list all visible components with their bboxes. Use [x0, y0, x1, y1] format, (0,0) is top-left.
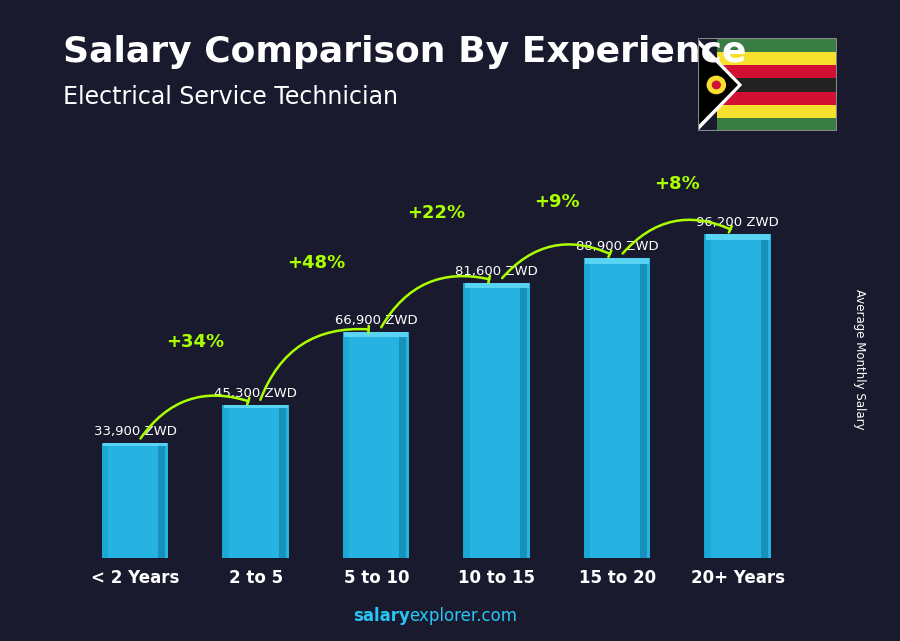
Bar — [103, 444, 168, 558]
Bar — [222, 405, 229, 558]
Bar — [102, 444, 109, 558]
Bar — [705, 234, 711, 558]
Text: explorer.com: explorer.com — [410, 607, 518, 625]
Bar — [641, 258, 647, 558]
Bar — [585, 258, 649, 264]
Text: 81,600 ZWD: 81,600 ZWD — [455, 265, 538, 278]
Bar — [717, 118, 837, 131]
Text: Salary Comparison By Experience: Salary Comparison By Experience — [63, 35, 746, 69]
Text: 45,300 ZWD: 45,300 ZWD — [214, 387, 297, 400]
Text: salary: salary — [353, 607, 410, 625]
Bar — [520, 283, 526, 558]
Text: Average Monthly Salary: Average Monthly Salary — [853, 288, 866, 429]
Bar — [760, 234, 768, 558]
Text: +22%: +22% — [408, 204, 465, 222]
Bar — [224, 405, 288, 408]
Text: +9%: +9% — [535, 193, 580, 211]
Bar — [464, 283, 530, 558]
Bar — [706, 234, 770, 240]
Bar — [717, 92, 837, 105]
Polygon shape — [698, 44, 738, 126]
Bar — [717, 105, 837, 118]
Bar — [343, 332, 349, 558]
Bar — [104, 444, 167, 445]
Bar — [717, 52, 837, 65]
Bar — [705, 234, 770, 558]
Bar — [717, 38, 837, 52]
Text: +48%: +48% — [287, 254, 345, 272]
Text: +34%: +34% — [166, 333, 225, 351]
Polygon shape — [698, 38, 742, 131]
Text: Electrical Service Technician: Electrical Service Technician — [63, 85, 398, 108]
Bar — [717, 65, 837, 78]
Bar — [400, 332, 406, 558]
Bar — [279, 405, 285, 558]
Bar — [343, 332, 410, 558]
Bar — [717, 78, 837, 92]
Bar — [584, 258, 590, 558]
Text: 88,900 ZWD: 88,900 ZWD — [576, 240, 659, 253]
Circle shape — [713, 81, 720, 88]
Bar — [584, 258, 651, 558]
Bar — [464, 283, 470, 558]
Bar — [158, 444, 165, 558]
Circle shape — [707, 76, 725, 94]
Text: 96,200 ZWD: 96,200 ZWD — [697, 215, 779, 229]
Bar — [345, 332, 409, 337]
Text: 66,900 ZWD: 66,900 ZWD — [335, 314, 418, 328]
Bar — [222, 405, 289, 558]
Text: 33,900 ZWD: 33,900 ZWD — [94, 426, 176, 438]
Text: +8%: +8% — [654, 175, 700, 193]
Bar — [464, 283, 528, 288]
